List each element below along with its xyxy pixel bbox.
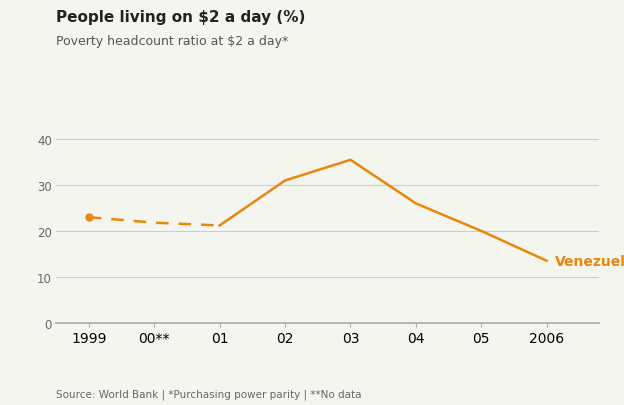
Text: Venezuela: Venezuela <box>555 254 624 268</box>
Text: Poverty headcount ratio at $2 a day*: Poverty headcount ratio at $2 a day* <box>56 34 288 47</box>
Text: People living on $2 a day (%): People living on $2 a day (%) <box>56 10 306 25</box>
Text: Source: World Bank | *Purchasing power parity | **No data: Source: World Bank | *Purchasing power p… <box>56 388 362 399</box>
